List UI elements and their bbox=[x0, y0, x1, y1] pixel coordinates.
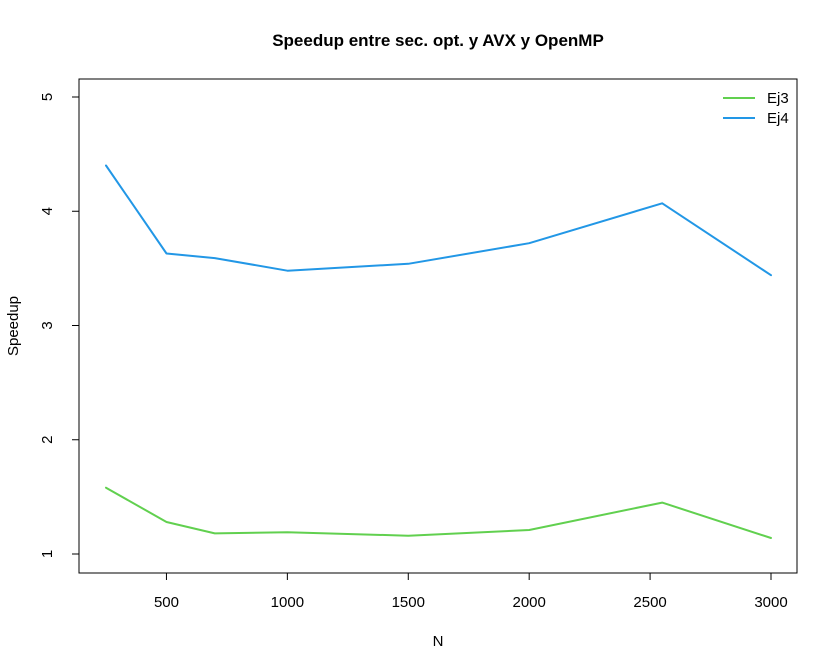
y-axis: 1 2 3 4 5 bbox=[39, 93, 79, 558]
x-tick-label: 1500 bbox=[392, 594, 425, 611]
y-tick-label: 4 bbox=[39, 207, 56, 215]
series-line-ej3 bbox=[105, 486, 772, 539]
series-line-ej4 bbox=[105, 164, 772, 277]
y-tick-label: 5 bbox=[39, 93, 56, 101]
y-tick-label: 3 bbox=[39, 321, 56, 329]
legend-label-ej4: Ej4 bbox=[767, 110, 789, 127]
x-tick-label: 3000 bbox=[754, 594, 787, 611]
chart-title: Speedup entre sec. opt. y AVX y OpenMP bbox=[272, 31, 604, 50]
y-tick-label: 1 bbox=[39, 550, 56, 558]
x-tick-label: 2000 bbox=[512, 594, 545, 611]
series-lines bbox=[105, 164, 772, 539]
y-tick-label: 2 bbox=[39, 436, 56, 444]
y-axis-label: Speedup bbox=[5, 296, 22, 356]
x-axis: 500 1000 1500 2000 2500 3000 bbox=[154, 573, 788, 611]
x-tick-label: 1000 bbox=[271, 594, 304, 611]
x-axis-label: N bbox=[433, 633, 444, 650]
legend-label-ej3: Ej3 bbox=[767, 90, 789, 107]
x-tick-label: 2500 bbox=[633, 594, 666, 611]
x-tick-label: 500 bbox=[154, 594, 179, 611]
